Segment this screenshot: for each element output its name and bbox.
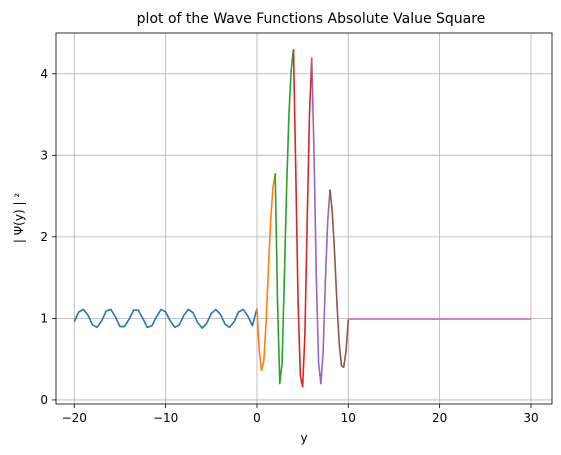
- series-line-6: [329, 189, 350, 369]
- x-tick-label: 10: [341, 411, 356, 425]
- x-tick-label: 30: [523, 411, 538, 425]
- chart-title: plot of the Wave Functions Absolute Valu…: [137, 11, 486, 27]
- x-axis-label: y: [300, 431, 307, 445]
- y-tick-label: 2: [40, 230, 48, 244]
- x-tick-label: −10: [153, 411, 178, 425]
- series-group: [73, 49, 531, 388]
- plot-frame: [55, 32, 553, 405]
- y-tick-label: 3: [40, 148, 48, 162]
- series-line-5: [310, 57, 331, 385]
- x-axis-ticks: −20 −10 0 10 20 30: [62, 404, 539, 425]
- series-line-4: [292, 49, 313, 388]
- grid: [56, 33, 552, 404]
- y-tick-label: 0: [40, 393, 48, 407]
- x-tick-label: −20: [62, 411, 87, 425]
- x-tick-label: 0: [253, 411, 261, 425]
- y-axis-ticks: 0 1 2 3 4: [40, 67, 56, 407]
- y-tick-label: 1: [40, 311, 48, 325]
- y-tick-label: 4: [40, 67, 48, 81]
- series-line-2: [256, 173, 277, 372]
- series-line-3: [274, 49, 295, 385]
- y-axis-label: | Ψ(y) | ²: [12, 193, 26, 243]
- x-tick-label: 20: [432, 411, 447, 425]
- series-line-1: [73, 308, 258, 329]
